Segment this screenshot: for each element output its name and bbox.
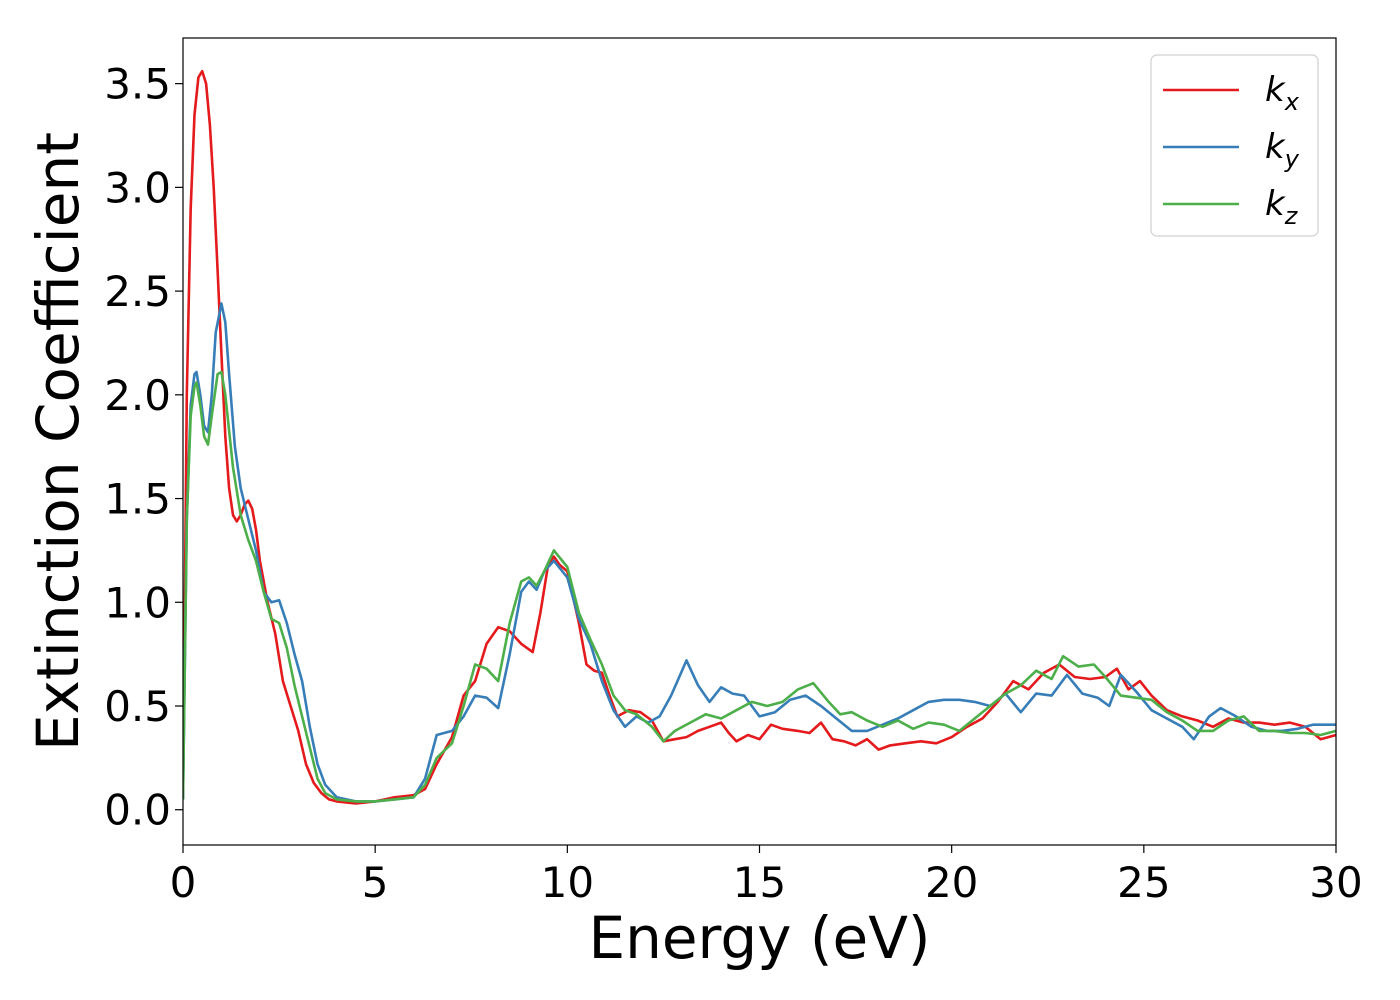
x-tick-label: 0: [170, 858, 197, 907]
y-tick-label: 0.0: [104, 786, 171, 835]
series-line-kz: [183, 370, 1336, 803]
x-tick-label: 10: [541, 858, 594, 907]
legend-label-kx: kx: [1265, 70, 1300, 116]
x-tick-label: 25: [1117, 858, 1170, 907]
plot-lines: [183, 69, 1336, 805]
y-axis-label: Extinction Coefficient: [24, 132, 92, 751]
y-tick-label: 0.5: [104, 682, 171, 731]
series-line-kx: [183, 69, 1336, 805]
legend-label-ky: ky: [1265, 127, 1300, 173]
x-axis: 0 5 10 15 20 25 30: [170, 845, 1363, 907]
y-tick-label: 1.0: [104, 578, 171, 627]
y-tick-label: 2.5: [104, 267, 171, 316]
x-tick-label: 30: [1309, 858, 1362, 907]
x-tick-label: 20: [925, 858, 978, 907]
y-tick-label: 1.5: [104, 475, 171, 524]
legend-label-kz: kz: [1265, 184, 1299, 230]
y-tick-label: 3.0: [104, 163, 171, 212]
x-axis-label: Energy (eV): [588, 904, 930, 972]
x-tick-label: 15: [733, 858, 786, 907]
y-axis: 0.0 0.5 1.0 1.5 2.0 2.5 3.0 3.5: [104, 60, 183, 835]
y-tick-label: 2.0: [104, 371, 171, 420]
y-tick-label: 3.5: [104, 60, 171, 109]
series-line-ky: [183, 302, 1336, 803]
x-tick-label: 5: [362, 858, 389, 907]
legend: kx ky kz: [1150, 54, 1319, 237]
legend-box: [1150, 54, 1319, 237]
